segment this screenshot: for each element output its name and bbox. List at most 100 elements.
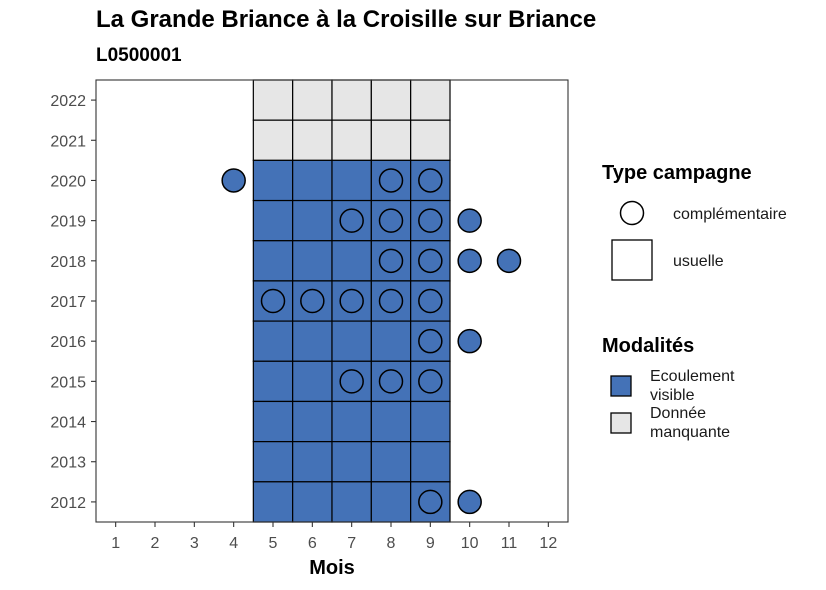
tile-2018-7 bbox=[331, 240, 372, 282]
x-tick-label-2: 2 bbox=[151, 535, 160, 552]
tile-2016-6 bbox=[292, 320, 333, 362]
tile-2016-7 bbox=[331, 320, 372, 362]
tile-2014-5 bbox=[252, 400, 294, 443]
tile-2016-8 bbox=[370, 320, 412, 362]
tile-2021-8 bbox=[370, 119, 412, 161]
tile-2020-7 bbox=[331, 159, 372, 202]
point-2019-8 bbox=[378, 208, 404, 233]
tile-2019-6 bbox=[292, 199, 333, 242]
tile-2013-7 bbox=[331, 441, 372, 483]
point-2012-10 bbox=[457, 489, 482, 515]
tile-2019-5 bbox=[252, 199, 294, 242]
point-2018-10 bbox=[457, 248, 482, 274]
legend-modalites-title: Modalités bbox=[602, 335, 694, 357]
y-tick-label-2019: 2019 bbox=[50, 214, 86, 231]
y-tick-label-2012: 2012 bbox=[50, 495, 86, 512]
point-2020-9 bbox=[418, 168, 443, 193]
legend-label-line: visible bbox=[650, 387, 695, 404]
tile-2021-6 bbox=[292, 119, 333, 161]
y-tick-label-2021: 2021 bbox=[50, 133, 86, 150]
tile-2022-7 bbox=[331, 79, 372, 121]
tile-2022-9 bbox=[410, 79, 451, 121]
point-2016-9 bbox=[418, 328, 443, 354]
tile-2012-7 bbox=[331, 481, 372, 523]
x-axis-title: Mois bbox=[309, 557, 355, 579]
tile-2016-5 bbox=[252, 320, 294, 362]
y-tick-label-2014: 2014 bbox=[50, 415, 86, 432]
point-2017-8 bbox=[378, 288, 404, 314]
x-tick-label-8: 8 bbox=[387, 535, 396, 552]
point-2019-7 bbox=[339, 208, 364, 233]
point-2015-7 bbox=[339, 369, 364, 394]
point-2015-8 bbox=[378, 369, 404, 394]
tile-2022-8 bbox=[370, 79, 412, 121]
y-tick-label-2018: 2018 bbox=[50, 254, 86, 271]
tile-2013-8 bbox=[370, 441, 412, 483]
chart-subtitle: L0500001 bbox=[96, 45, 182, 66]
point-2012-9 bbox=[418, 489, 443, 515]
legend-type-title: Type campagne bbox=[602, 162, 752, 184]
y-tick-label-2022: 2022 bbox=[50, 93, 86, 110]
legend-key-complementaire bbox=[619, 200, 645, 226]
tile-2012-5 bbox=[252, 481, 294, 523]
point-2017-7 bbox=[339, 288, 364, 314]
tile-2018-6 bbox=[292, 240, 333, 282]
legend-label-line: Ecoulement bbox=[650, 368, 735, 385]
x-tick-label-3: 3 bbox=[190, 535, 199, 552]
point-2019-9 bbox=[418, 208, 443, 233]
tile-2022-5 bbox=[252, 79, 294, 121]
x-tick-label-10: 10 bbox=[461, 535, 479, 552]
point-2018-8 bbox=[378, 248, 404, 274]
x-tick-label-4: 4 bbox=[229, 535, 238, 552]
tile-2021-9 bbox=[410, 119, 451, 161]
tile-2018-5 bbox=[252, 240, 294, 282]
x-tick-label-5: 5 bbox=[269, 535, 278, 552]
tile-2015-6 bbox=[292, 360, 333, 403]
tile-2020-8 bbox=[370, 159, 412, 202]
x-tick-label-11: 11 bbox=[501, 535, 518, 552]
tile-2021-5 bbox=[252, 119, 294, 161]
tile-2015-5 bbox=[252, 360, 294, 403]
point-2016-10 bbox=[457, 328, 482, 354]
tile-2021-7 bbox=[331, 119, 372, 161]
tile-2013-6 bbox=[292, 441, 333, 483]
point-2018-11 bbox=[496, 248, 522, 274]
y-tick-label-2017: 2017 bbox=[50, 294, 86, 311]
legend-label-line: Donnée bbox=[650, 405, 706, 422]
axes-layer: 1 2 3 4 5 6 7 8 9 10 11 122012201320142015201620172… bbox=[50, 93, 557, 552]
tile-2014-6 bbox=[292, 400, 333, 443]
point-2017-5 bbox=[260, 288, 286, 314]
point-2017-9 bbox=[418, 288, 443, 314]
points-layer bbox=[221, 168, 522, 515]
legend-label-ecoulement_visible: Ecoulement visible bbox=[650, 368, 735, 404]
legend-label-line: manquante bbox=[650, 424, 730, 441]
y-tick-label-2015: 2015 bbox=[50, 374, 86, 391]
tile-2012-6 bbox=[292, 481, 333, 523]
tile-2014-7 bbox=[331, 400, 372, 443]
tile-2013-9 bbox=[410, 441, 451, 483]
point-2020-4 bbox=[221, 168, 246, 193]
legend-label-donnee_manquante: Donnée manquante bbox=[650, 405, 730, 441]
tile-2020-5 bbox=[252, 159, 294, 202]
point-2018-9 bbox=[418, 248, 443, 274]
x-tick-label-7: 7 bbox=[347, 535, 356, 552]
x-tick-label-6: 6 bbox=[308, 535, 317, 552]
legend-label-complementaire: complémentaire bbox=[673, 206, 787, 223]
tile-2012-8 bbox=[370, 481, 412, 523]
y-tick-label-2020: 2020 bbox=[50, 173, 86, 190]
legend-key-ecoulement_visible bbox=[610, 375, 632, 397]
tile-2014-8 bbox=[370, 400, 412, 443]
tile-2022-6 bbox=[292, 79, 333, 121]
tile-2019-9 bbox=[410, 199, 451, 242]
tile-2014-9 bbox=[410, 400, 451, 443]
legend-label-usuelle: usuelle bbox=[673, 253, 724, 270]
chart-title: La Grande Briance à la Croisille sur Bri… bbox=[96, 6, 597, 33]
legend-key-usuelle bbox=[611, 239, 653, 281]
point-2019-10 bbox=[457, 208, 482, 233]
legend-layer: Type campagne complémentaire usuelle Modali… bbox=[602, 162, 787, 441]
point-2017-6 bbox=[300, 288, 325, 314]
tile-2020-6 bbox=[292, 159, 333, 202]
x-tick-label-9: 9 bbox=[426, 535, 435, 552]
tile-2013-5 bbox=[252, 441, 294, 483]
